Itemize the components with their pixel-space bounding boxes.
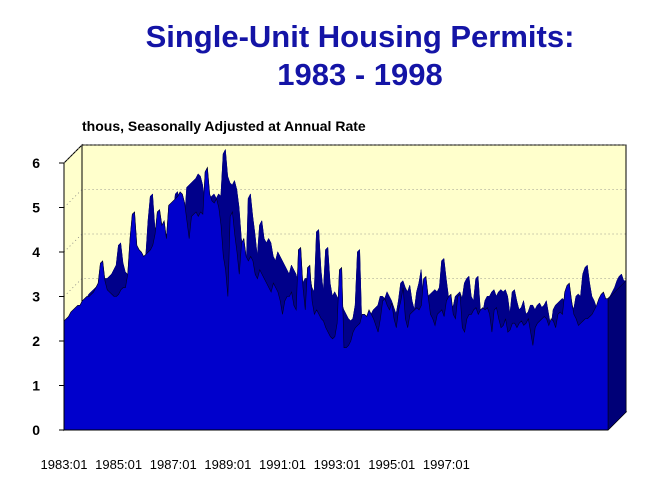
area-series-layer	[63, 148, 627, 431]
x-tick-label: 1989:01	[204, 457, 251, 472]
y-tick-label: 6	[32, 155, 40, 171]
y-tick-label: 1	[32, 378, 40, 394]
x-tick-label: 1987:01	[150, 457, 197, 472]
gridline	[63, 144, 626, 164]
y-tick-label: 4	[32, 244, 40, 260]
y-tick-label: 5	[32, 200, 40, 216]
y-tick-label: 3	[32, 289, 40, 305]
chart-title: Single-Unit Housing Permits: 1983 - 1998	[0, 18, 650, 94]
units-label: thous, Seasonally Adjusted at Annual Rat…	[82, 118, 366, 134]
y-tick-label: 2	[32, 333, 40, 349]
x-axis-ticks: 1983:01 1985:01 1987:01 1989:01 1991:01 1993:…	[41, 457, 470, 472]
x-tick-label: 1985:01	[95, 457, 142, 472]
y-tick-label: 0	[32, 422, 40, 438]
x-tick-label: 1983:01	[41, 457, 88, 472]
chart-title-line1: Single-Unit Housing Permits:	[145, 19, 575, 54]
chart-title-line2: 1983 - 1998	[277, 57, 443, 92]
x-tick-label: 1997:01	[423, 457, 470, 472]
x-tick-label: 1993:01	[314, 457, 361, 472]
gridline	[63, 233, 626, 253]
x-tick-label: 1995:01	[368, 457, 415, 472]
x-tick-label: 1991:01	[259, 457, 306, 472]
area-series	[63, 166, 609, 431]
area-series-endcap	[607, 280, 627, 431]
gridline	[63, 189, 626, 208]
y-axis-ticks: 0 1 2 3 4 5 6	[32, 155, 64, 438]
